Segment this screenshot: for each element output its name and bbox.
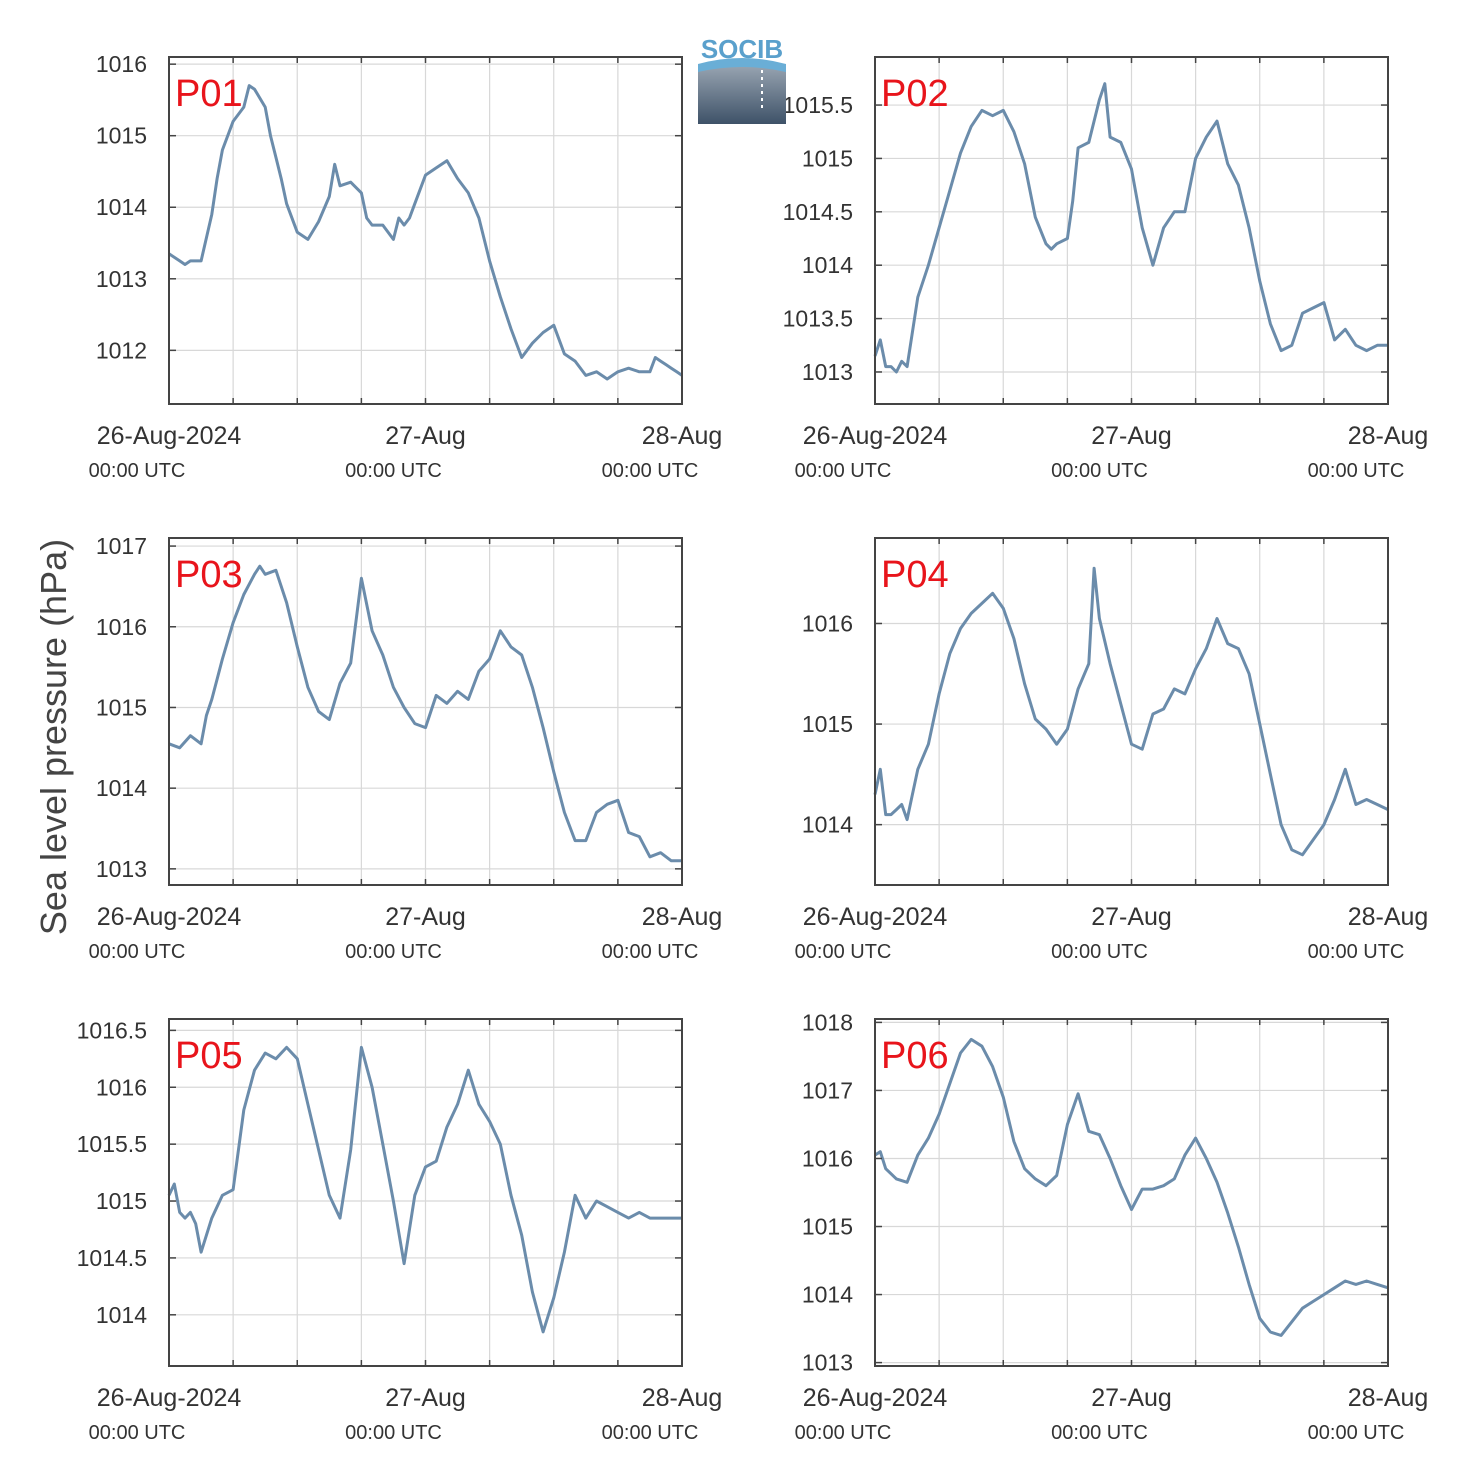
x-tick-sublabel: 00:00 UTC (602, 1422, 699, 1444)
x-tick-sublabel: 00:00 UTC (1308, 941, 1405, 963)
x-tick-sublabel: 00:00 UTC (89, 941, 186, 963)
y-tick-label: 1014 (802, 252, 853, 278)
socib-logo: SOCIB (698, 34, 786, 124)
y-tick-label: 1012 (96, 337, 147, 363)
x-tick-sublabel: 00:00 UTC (602, 460, 699, 482)
y-tick-label: 1014.5 (77, 1245, 147, 1271)
x-tick-sublabel: 00:00 UTC (602, 941, 699, 963)
x-tick-sublabel: 00:00 UTC (795, 460, 892, 482)
y-tick-label: 1014 (802, 812, 853, 838)
panel-p03: 1013 1014 1015 1016 1017 26-Aug-2024 00:00 UTC… (89, 533, 723, 963)
y-tick-label: 1016 (96, 614, 147, 640)
x-tick-sublabel: 00:00 UTC (345, 460, 442, 482)
x-tick-label: 26-Aug-2024 (97, 422, 242, 450)
x-tick-sublabel: 00:00 UTC (89, 460, 186, 482)
series-line-p02 (873, 82, 1388, 374)
series-line-p06 (874, 1037, 1389, 1337)
x-tick-sublabel: 00:00 UTC (795, 1422, 892, 1444)
x-tick-sublabel: 00:00 UTC (345, 1422, 442, 1444)
panels: 1012 1013 1014 1015 1016 26-Aug-2024 00:00 UTC… (77, 51, 1429, 1444)
y-tick-label: 1017 (802, 1077, 853, 1103)
y-tick-label: 1016 (96, 51, 147, 77)
y-tick-label: 1013 (96, 856, 147, 882)
series-line-p03 (168, 564, 682, 863)
x-tick-sublabel: 00:00 UTC (1051, 1422, 1148, 1444)
x-tick-label: 26-Aug-2024 (803, 1384, 948, 1412)
y-tick-label: 1015 (802, 1214, 853, 1240)
y-tick-label: 1014 (96, 775, 147, 801)
panel-p04: 1014 1015 1016 26-Aug-2024 00:00 UTC 27-Aug 00… (795, 537, 1429, 963)
x-tick-label: 26-Aug-2024 (97, 903, 242, 931)
y-tick-label: 1014 (802, 1282, 853, 1308)
panel-label: P05 (175, 1035, 243, 1077)
series-line-p01 (168, 84, 683, 381)
x-tick-sublabel: 00:00 UTC (89, 1422, 186, 1444)
x-tick-sublabel: 00:00 UTC (1308, 460, 1405, 482)
series-line-p05 (167, 1045, 682, 1334)
panel-label: P03 (175, 554, 243, 596)
y-tick-label: 1013 (96, 266, 147, 292)
x-tick-label: 28-Aug (642, 903, 723, 931)
x-tick-label: 28-Aug (1348, 422, 1429, 450)
y-axis-label: Sea level pressure (hPa) (33, 539, 74, 935)
y-tick-label: 1013.5 (783, 306, 853, 332)
x-tick-label: 26-Aug-2024 (97, 1384, 242, 1412)
x-tick-label: 28-Aug (642, 422, 723, 450)
y-tick-label: 1015 (96, 1188, 147, 1214)
y-tick-label: 1016 (802, 610, 853, 636)
x-tick-label: 26-Aug-2024 (803, 422, 948, 450)
panel-label: P04 (881, 554, 949, 596)
series-line-p04 (873, 566, 1389, 857)
panel-label: P01 (175, 73, 243, 115)
y-tick-label: 1014 (96, 1302, 147, 1328)
y-tick-label: 1015.5 (783, 92, 853, 118)
x-tick-label: 27-Aug (1091, 422, 1172, 450)
x-tick-label: 27-Aug (385, 1384, 466, 1412)
y-tick-label: 1014 (96, 194, 147, 220)
y-tick-label: 1015 (802, 711, 853, 737)
y-tick-label: 1017 (96, 533, 147, 559)
socib-logo-wave (698, 64, 786, 124)
panel-label: P02 (881, 73, 949, 115)
x-tick-sublabel: 00:00 UTC (1308, 1422, 1405, 1444)
y-tick-label: 1014.5 (783, 199, 853, 225)
panel-p05: 1014 1014.5 1015 1015.5 1016 1016.5 26-Aug-202… (77, 1017, 723, 1444)
y-tick-label: 1015.5 (77, 1131, 147, 1157)
y-tick-label: 1013 (802, 1350, 853, 1376)
x-tick-label: 28-Aug (642, 1384, 723, 1412)
socib-logo-wave-top (698, 58, 786, 72)
x-tick-sublabel: 00:00 UTC (1051, 941, 1148, 963)
panel-p06: 1013 1014 1015 1016 1017 1018 26-Aug-2024 00:00… (795, 1009, 1429, 1444)
x-tick-sublabel: 00:00 UTC (345, 941, 442, 963)
y-tick-label: 1013 (802, 359, 853, 385)
y-tick-label: 1015 (96, 694, 147, 720)
y-tick-label: 1015 (802, 145, 853, 171)
x-tick-label: 27-Aug (1091, 903, 1172, 931)
y-tick-label: 1016.5 (77, 1017, 147, 1043)
y-tick-label: 1015 (96, 123, 147, 149)
x-tick-label: 27-Aug (1091, 1384, 1172, 1412)
x-tick-sublabel: 00:00 UTC (795, 941, 892, 963)
x-tick-label: 27-Aug (385, 422, 466, 450)
y-tick-label: 1016 (802, 1145, 853, 1171)
x-tick-label: 27-Aug (385, 903, 466, 931)
x-tick-label: 28-Aug (1348, 903, 1429, 931)
x-tick-label: 26-Aug-2024 (803, 903, 948, 931)
panel-p02: 1013 1013.5 1014 1014.5 1015 1015.5 26-Aug-202… (783, 56, 1429, 482)
y-tick-label: 1016 (96, 1074, 147, 1100)
y-tick-label: 1018 (802, 1009, 853, 1035)
x-tick-label: 28-Aug (1348, 1384, 1429, 1412)
panel-p01: 1012 1013 1014 1015 1016 26-Aug-2024 00:00 UTC… (89, 51, 723, 482)
x-tick-sublabel: 00:00 UTC (1051, 460, 1148, 482)
socib-logo-text: SOCIB (701, 34, 783, 64)
panel-label: P06 (881, 1035, 949, 1077)
